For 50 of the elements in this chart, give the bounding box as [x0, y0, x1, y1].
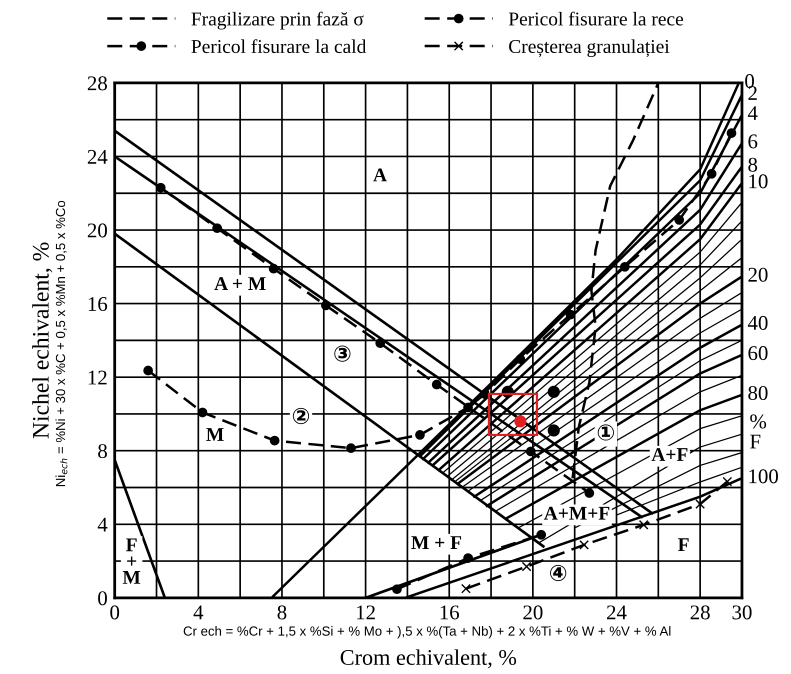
x-tick-label: 20: [523, 605, 542, 620]
y-axis-title: Nichel echivalent, %: [32, 242, 52, 438]
y-tick-label: 8: [98, 444, 107, 458]
legend-label: Pericol fisurare la cald: [191, 39, 366, 54]
y-tick-label: 20: [88, 223, 107, 238]
x-tick-label: 8: [278, 605, 286, 620]
x-tick-label: 24: [607, 605, 627, 620]
legend-label: Pericol fisurare la rece: [508, 12, 684, 26]
y-tick-label: 0: [98, 591, 107, 606]
y-tick-label: 12: [88, 370, 107, 384]
annotation: ①: [598, 424, 614, 441]
annotation: A + M: [214, 277, 266, 290]
x-tick-label: 28: [690, 605, 710, 620]
x-tick-label: 16: [440, 605, 460, 620]
x-axis-title: Crom echivalent, %: [340, 649, 516, 668]
legend-label: Creșterea granulației: [509, 39, 670, 58]
y-tick-label: 24: [88, 150, 108, 164]
series-label: 2: [748, 86, 757, 100]
series-label: 8: [748, 158, 758, 172]
annotation: A: [373, 168, 387, 182]
series-label: 0: [745, 74, 754, 88]
y-tick-label: 16: [88, 297, 108, 312]
text: Ni$_{ech}$ = %Ni + 30 x %C + 0,5 x %Mn + 0,5 x %Co: [55, 200, 68, 486]
annotation: A+M+F: [544, 506, 610, 520]
series-label: 20: [748, 268, 768, 282]
series-label: 100: [749, 469, 778, 484]
series-label: 80: [748, 386, 768, 400]
annotation: M: [206, 428, 224, 441]
annotation: F + M: [122, 538, 140, 584]
annotation: ③: [334, 346, 350, 362]
x-tick-label: 30: [732, 605, 752, 620]
legend-label: Fragilizare prin fază σ: [191, 12, 364, 30]
series-label: 40: [748, 316, 768, 330]
x-tick-label: 4: [194, 606, 204, 620]
series-label: 10: [749, 174, 768, 188]
x-tick-label: 12: [357, 605, 375, 620]
annotation: A+F: [652, 448, 688, 461]
y-tick-label: 4: [98, 518, 108, 532]
text: Cr ech = %Cr + 1,5 x %Si + % Mo + ),5 x %(Ta + Nb) + 2 x %Ti + % W + %V + % Al: [184, 626, 670, 638]
series-label: 4: [748, 106, 758, 120]
x-tick-label: 0: [110, 605, 120, 620]
series-label: 60: [748, 346, 768, 360]
annotation: ④: [550, 564, 566, 582]
annotation: ②: [292, 408, 310, 424]
series-label: 6: [748, 134, 758, 148]
text: %: [750, 414, 766, 429]
annotation: M + F: [411, 536, 462, 549]
annotation: F: [678, 538, 689, 552]
y-tick-label: 28: [88, 76, 107, 90]
text: F: [750, 434, 760, 448]
